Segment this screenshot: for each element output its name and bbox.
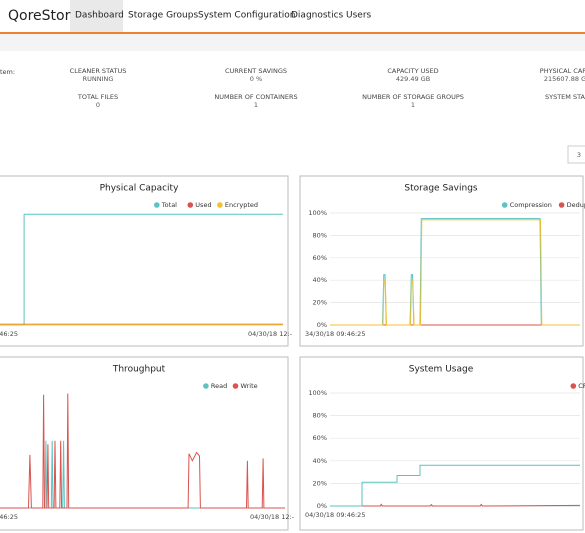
stat-label: NUMBER OF STORAGE GROUPS	[362, 93, 464, 101]
y-tick-label: 20%	[313, 479, 327, 487]
y-tick-label: 0%	[317, 321, 327, 329]
stat-label: PHYSICAL CAPA	[540, 67, 585, 75]
panel	[0, 175, 289, 347]
legend-swatch	[154, 202, 160, 208]
nav-item[interactable]: Users	[346, 11, 372, 21]
nav-item[interactable]: Dashboard	[75, 11, 124, 21]
stat-label: CLEANER STATUS	[70, 67, 127, 75]
y-tick-label: 60%	[313, 434, 327, 442]
stat-label: NUMBER OF CONTAINERS	[214, 93, 297, 101]
panel-title: Storage Savings	[404, 184, 478, 194]
x-tick-label: 04/30/18 12:-	[250, 513, 295, 521]
legend-swatch	[203, 383, 209, 389]
legend-swatch	[570, 383, 577, 389]
legend-swatch	[501, 202, 508, 208]
active-tab	[70, 0, 123, 32]
stat-value: 429.49 GB	[396, 75, 430, 83]
accent-line	[0, 32, 585, 34]
panel	[299, 356, 584, 531]
sub-bar	[0, 34, 585, 51]
series-line	[0, 393, 285, 509]
legend-label: Write	[241, 382, 258, 390]
y-tick-label: 20%	[313, 299, 327, 307]
y-tick-label: 40%	[313, 457, 327, 465]
panel	[299, 175, 584, 347]
panel	[0, 356, 289, 531]
stat-value: RUNNING	[83, 75, 114, 83]
legend-label: CPU	[578, 382, 585, 390]
y-tick-label: 80%	[313, 231, 327, 239]
stat-label: TOTAL FILES	[77, 93, 118, 101]
y-tick-label: 0%	[317, 502, 327, 510]
cut-label: tem:	[0, 68, 15, 76]
x-tick-label: 04/30/18 09:46:25	[0, 330, 18, 338]
page-button[interactable]	[567, 145, 585, 164]
panel-title: Throughput	[112, 365, 166, 375]
series-line	[330, 503, 581, 507]
series-line	[0, 440, 285, 509]
legend-label: Total	[161, 201, 177, 209]
series-line	[330, 464, 580, 507]
y-tick-label: 60%	[313, 254, 327, 262]
legend-swatch	[232, 383, 239, 389]
stat-value: 1	[254, 101, 258, 109]
brand: QoreStor	[8, 8, 71, 24]
y-tick-label: 80%	[313, 412, 327, 420]
legend-label: Encrypted	[225, 201, 258, 209]
x-tick-label: 04/30/18 09:46:25	[305, 511, 365, 519]
nav-item[interactable]: Storage Groups	[128, 11, 198, 21]
series-line	[330, 219, 580, 326]
panel-title: Physical Capacity	[100, 184, 179, 194]
stat-label: CURRENT SAVINGS	[225, 67, 287, 75]
stat-label: SYSTEM STA	[545, 93, 585, 101]
stat-value: 215607.88 G	[544, 75, 585, 83]
legend-swatch	[187, 202, 194, 208]
x-tick-label: 34/30/18 09:46:25	[305, 330, 365, 338]
button-label[interactable]: 3	[577, 151, 581, 159]
stat-label: CAPACITY USED	[387, 67, 438, 75]
panel-title: System Usage	[409, 365, 474, 375]
stat-value: 0 %	[250, 75, 262, 83]
legend-label: Read	[211, 382, 227, 390]
y-tick-label: 100%	[308, 209, 327, 217]
stat-value: 0	[96, 101, 100, 109]
legend-swatch	[558, 202, 565, 208]
legend-label: Dedupe	[567, 201, 585, 209]
nav-item[interactable]: Diagnostics	[291, 11, 344, 21]
x-tick-label: 04/30/18 09:46:25	[0, 513, 18, 521]
nav-item[interactable]: System Configuration	[198, 11, 295, 21]
y-tick-label: 40%	[313, 276, 327, 284]
legend-swatch	[217, 202, 223, 208]
stat-value: 1	[411, 101, 415, 109]
y-tick-label: 100%	[308, 389, 327, 397]
legend-label: Used	[195, 201, 211, 209]
legend-label: Compression	[510, 201, 552, 209]
series-line	[330, 218, 580, 326]
x-tick-label: 04/30/18 12:-	[248, 330, 293, 338]
